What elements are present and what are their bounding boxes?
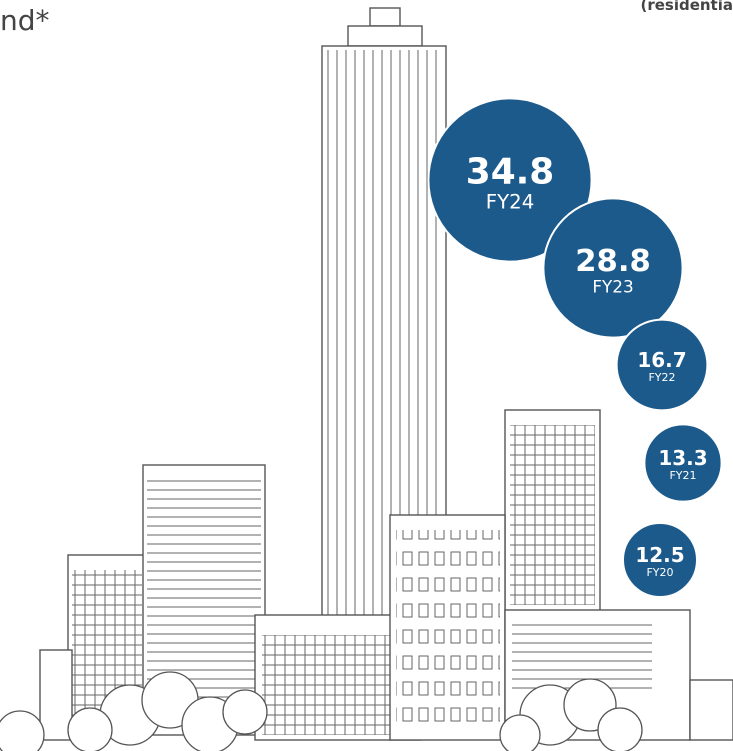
bubble xyxy=(643,423,723,503)
bubble xyxy=(542,197,684,339)
city-illustration xyxy=(0,7,733,751)
value-label: 34.8 xyxy=(466,152,555,193)
value-label: 13.3 xyxy=(658,446,707,470)
bubble xyxy=(615,318,709,412)
bubble xyxy=(427,97,593,263)
value-label: 12.5 xyxy=(635,543,684,567)
year-label: FY24 xyxy=(486,191,535,214)
year-label: FY22 xyxy=(648,371,675,384)
year-label: FY23 xyxy=(592,276,633,296)
bubble xyxy=(622,522,698,598)
subtitle: nd* xyxy=(0,4,50,37)
value-label: 16.7 xyxy=(637,348,686,372)
year-label: FY21 xyxy=(669,469,696,482)
value-label: 28.8 xyxy=(575,244,651,279)
note: (residentia xyxy=(640,0,733,14)
year-label: FY20 xyxy=(646,566,673,579)
